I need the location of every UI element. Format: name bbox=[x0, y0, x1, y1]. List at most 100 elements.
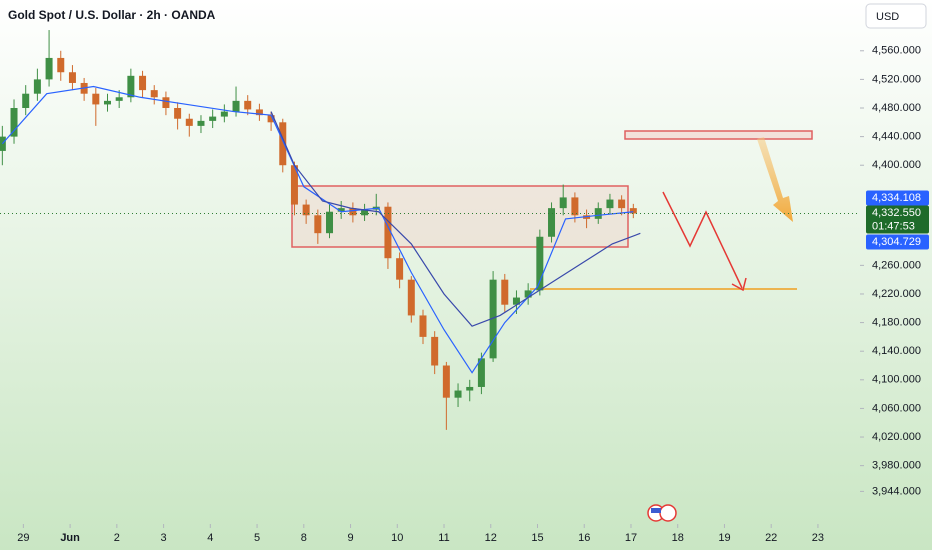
candle-body bbox=[220, 111, 228, 117]
arrow-head bbox=[731, 277, 747, 292]
candle-body bbox=[255, 109, 263, 116]
price-tag-label: 4,304.729 bbox=[872, 236, 921, 248]
y-tick-label: 4,020.000 bbox=[872, 431, 921, 443]
resistance-box bbox=[624, 130, 813, 140]
price-tag bbox=[866, 190, 929, 206]
axes: 4,560.000 4,520.000 4,480.000 4,440.000 4,40… bbox=[17, 45, 921, 544]
candle-body bbox=[68, 72, 76, 83]
x-tick-label: 16 bbox=[578, 532, 590, 544]
candle-body bbox=[512, 297, 520, 305]
y-tick-label: 4,220.000 bbox=[872, 288, 921, 300]
candle-body bbox=[396, 258, 404, 280]
y-tick-label: 4,260.000 bbox=[872, 259, 921, 271]
candle-body bbox=[244, 100, 252, 110]
candle-body bbox=[33, 79, 41, 94]
candle-body bbox=[536, 236, 544, 291]
candle-body bbox=[594, 208, 602, 219]
chart-title: Gold Spot / U.S. Dollar · 2h · OANDA bbox=[8, 8, 216, 22]
candle-body bbox=[501, 279, 509, 305]
candle-body bbox=[115, 97, 123, 101]
y-tick-label: 3,944.000 bbox=[872, 485, 921, 497]
candle-body bbox=[10, 108, 18, 137]
y-tick-label: 4,560.000 bbox=[872, 45, 921, 57]
y-tick-label: 4,400.000 bbox=[872, 159, 921, 171]
candle-body bbox=[384, 206, 392, 259]
candle-body bbox=[466, 386, 474, 391]
candle-body bbox=[326, 211, 334, 234]
candle-body bbox=[197, 120, 205, 126]
candle-body bbox=[337, 208, 345, 212]
range-box bbox=[291, 185, 629, 248]
candle-body bbox=[407, 279, 415, 316]
candle-body bbox=[442, 365, 450, 398]
candle-body bbox=[477, 358, 485, 387]
x-tick-label: 3 bbox=[161, 532, 167, 544]
y-tick-label: 4,480.000 bbox=[872, 102, 921, 114]
candle-body bbox=[349, 208, 357, 216]
candle-body bbox=[419, 315, 427, 337]
y-tick-label: 4,520.000 bbox=[872, 73, 921, 85]
x-tick-label: 2 bbox=[114, 532, 120, 544]
y-tick-label: 4,060.000 bbox=[872, 402, 921, 414]
x-tick-label: 22 bbox=[765, 532, 777, 544]
candle-body bbox=[361, 209, 369, 216]
x-tick-label: 5 bbox=[254, 532, 260, 544]
candle-body bbox=[618, 199, 626, 209]
candle-body bbox=[454, 390, 462, 398]
x-tick-label: 8 bbox=[301, 532, 307, 544]
y-tick-label: 4,180.000 bbox=[872, 316, 921, 328]
candle-body bbox=[92, 93, 100, 105]
currency-label[interactable]: USD bbox=[876, 11, 899, 23]
y-tick-label: 3,980.000 bbox=[872, 460, 921, 472]
candle-body bbox=[45, 57, 53, 80]
x-tick-label: 23 bbox=[812, 532, 824, 544]
countdown: 01:47:53 bbox=[872, 220, 915, 232]
x-tick-label: 19 bbox=[718, 532, 730, 544]
plot bbox=[0, 30, 860, 430]
y-tick-label: 4,440.000 bbox=[872, 131, 921, 143]
event-icons bbox=[647, 504, 677, 522]
candle-body bbox=[104, 100, 111, 105]
candle-body bbox=[209, 116, 217, 121]
x-tick-label: Jun bbox=[60, 532, 80, 544]
currency-button[interactable] bbox=[865, 3, 927, 29]
candle-body bbox=[571, 197, 579, 216]
candle-body bbox=[606, 199, 614, 209]
x-tick-label: 4 bbox=[207, 532, 213, 544]
candle-body bbox=[524, 290, 532, 298]
candle-body bbox=[185, 118, 193, 126]
y-tick-label: 4,100.000 bbox=[872, 374, 921, 386]
price-tag-label: 4,334.108 bbox=[872, 192, 921, 204]
candle-body bbox=[267, 115, 275, 123]
candle-body bbox=[302, 204, 310, 216]
projection-arrow bbox=[662, 191, 743, 289]
candle-body bbox=[559, 197, 567, 209]
candle-body bbox=[162, 97, 170, 109]
x-tick-label: 17 bbox=[625, 532, 637, 544]
candle-body bbox=[57, 57, 65, 73]
x-tick-label: 12 bbox=[485, 532, 497, 544]
x-tick-label: 29 bbox=[17, 532, 29, 544]
candle-body bbox=[431, 336, 439, 366]
event-flag bbox=[659, 504, 677, 522]
candle-body bbox=[489, 279, 497, 359]
grid bbox=[22, 50, 864, 528]
y-tick-label: 4,140.000 bbox=[872, 345, 921, 357]
target-arrow bbox=[757, 137, 793, 222]
candle-body bbox=[127, 75, 135, 98]
moving-average bbox=[270, 111, 641, 327]
x-tick-label: 18 bbox=[672, 532, 684, 544]
price-tag-label: 4,332.550 bbox=[872, 207, 921, 219]
x-tick-label: 15 bbox=[531, 532, 543, 544]
candle-body bbox=[548, 208, 556, 237]
x-tick-label: 9 bbox=[347, 532, 353, 544]
x-tick-label: 10 bbox=[391, 532, 403, 544]
flag-canton bbox=[651, 508, 661, 513]
price-tag bbox=[866, 205, 929, 234]
x-tick-label: 11 bbox=[438, 532, 449, 544]
candle-body bbox=[22, 93, 30, 109]
candle-body bbox=[290, 165, 298, 205]
candle-body bbox=[139, 75, 147, 91]
